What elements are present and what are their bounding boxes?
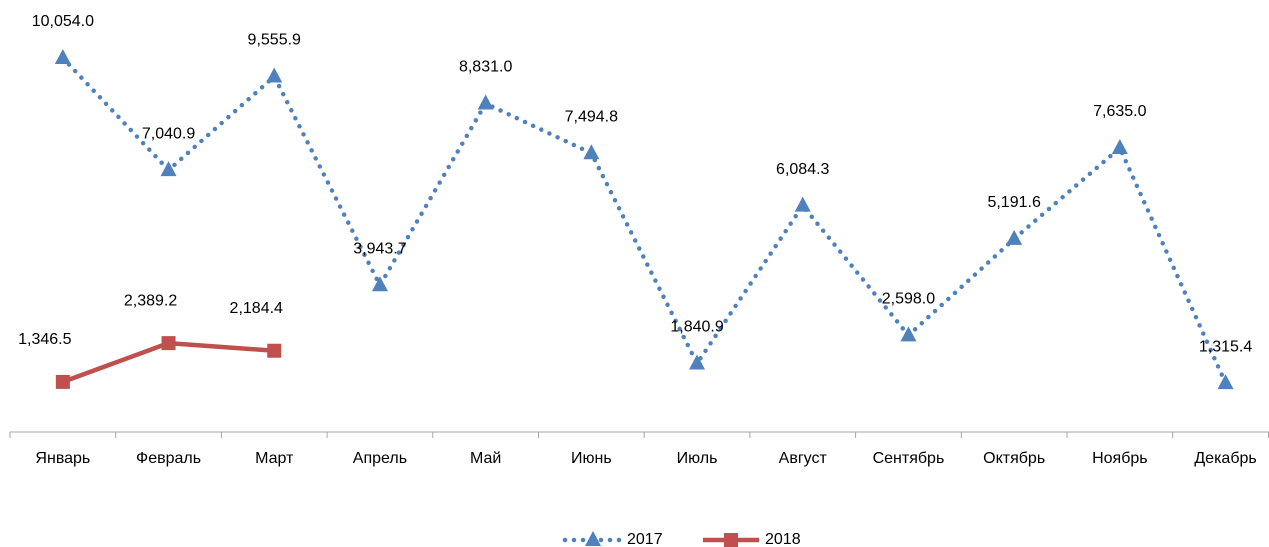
data-label: 5,191.6 bbox=[987, 194, 1040, 211]
data-label: 7,494.8 bbox=[565, 108, 618, 125]
marker bbox=[1217, 374, 1234, 390]
data-label: 1,346.5 bbox=[18, 331, 71, 348]
x-tick-label: Март bbox=[255, 450, 294, 467]
marker bbox=[794, 196, 811, 212]
legend-label: 2017 bbox=[627, 531, 663, 547]
x-tick-label: Июнь bbox=[571, 450, 612, 467]
marker bbox=[55, 374, 70, 389]
x-tick-label: Февраль bbox=[136, 450, 201, 467]
data-label: 9,555.9 bbox=[248, 32, 301, 49]
marker bbox=[900, 326, 917, 342]
marker bbox=[266, 67, 283, 83]
x-tick-label: Сентябрь bbox=[873, 450, 945, 467]
marker bbox=[585, 531, 601, 546]
marker bbox=[689, 354, 706, 370]
x-tick-label: Октябрь bbox=[983, 450, 1045, 467]
x-tick-label: Май bbox=[470, 450, 501, 467]
marker bbox=[160, 161, 177, 177]
data-label: 3,943.7 bbox=[353, 241, 406, 258]
data-label: 8,831.0 bbox=[459, 59, 512, 76]
marker bbox=[724, 533, 738, 547]
marker bbox=[1111, 138, 1128, 154]
data-label: 2,184.4 bbox=[230, 300, 283, 317]
marker bbox=[54, 49, 71, 64]
marker bbox=[477, 94, 494, 110]
data-label: 1,315.4 bbox=[1199, 338, 1252, 355]
x-tick-label: Январь bbox=[35, 450, 90, 467]
data-label: 7,635.0 bbox=[1093, 103, 1146, 120]
x-tick-label: Декабрь bbox=[1194, 450, 1256, 467]
marker bbox=[371, 276, 388, 292]
x-tick-label: Июль bbox=[677, 450, 718, 467]
legend-label: 2018 bbox=[765, 531, 801, 547]
data-label: 2,598.0 bbox=[882, 291, 935, 308]
x-tick-label: Апрель bbox=[353, 450, 407, 467]
marker bbox=[161, 336, 176, 351]
data-label: 7,040.9 bbox=[142, 125, 195, 142]
data-label: 10,054.0 bbox=[32, 13, 94, 30]
series-line bbox=[60, 55, 1228, 386]
x-tick-label: Ноябрь bbox=[1092, 450, 1148, 467]
marker bbox=[583, 144, 600, 160]
marker bbox=[1006, 229, 1023, 245]
x-tick-label: Август bbox=[779, 450, 828, 467]
data-label: 6,084.3 bbox=[776, 161, 829, 178]
data-label: 2,389.2 bbox=[124, 292, 177, 309]
marker bbox=[267, 343, 282, 358]
data-label: 1,840.9 bbox=[670, 319, 723, 336]
